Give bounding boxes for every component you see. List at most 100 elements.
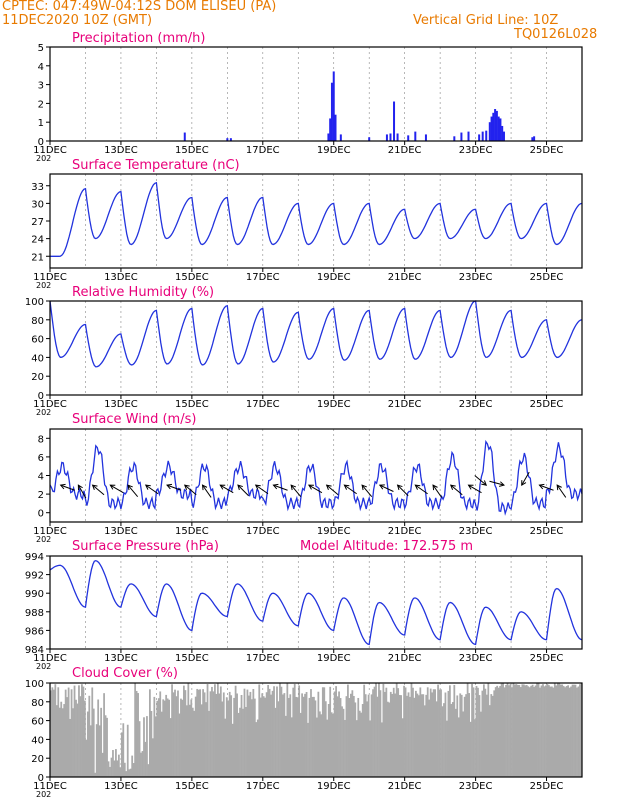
cloud-bar [258,684,261,777]
cloud-bar [500,683,503,777]
cloud-bar [525,685,528,777]
wind-arrow-head [127,484,133,491]
cloud-bar [518,685,521,777]
precip-bar [490,116,493,141]
cloud-bar [104,715,107,777]
cloud-bar [228,691,231,777]
cloud-bar [115,749,117,777]
cloud-bar [160,711,163,777]
x-tick-label: 19DEC [317,272,351,283]
cloud-bar [519,687,522,777]
cloud-bar [113,760,116,777]
cloud-bar [503,687,506,777]
cloud-bar [156,700,159,777]
y-tick-label: 988 [25,608,44,619]
wind-arrow [361,484,373,497]
cloud-bar [157,698,160,777]
cloud-bar [187,683,190,777]
y-tick-label: 0 [38,391,44,402]
cloud-bar [147,764,150,777]
y-tick-label: 33 [31,182,44,193]
cloud-bar [358,710,361,777]
cloud-bar [488,705,491,777]
pressure-title: Surface Pressure (hPa) [72,539,219,554]
cloud-bar [329,686,332,777]
x-tick-label: 15DEC [175,399,209,410]
y-tick-label: 100 [25,297,44,308]
cloud-bar [242,708,244,777]
cloud-bar [163,700,166,777]
cloud-bar [67,687,70,777]
cloud-bar [533,686,536,777]
cloud-bar [135,690,138,777]
cloud-bar [273,686,275,777]
cloud-bar [321,687,324,777]
cloud-bar [361,704,364,777]
cloud-bar [141,751,144,777]
cloud-bar [172,692,175,777]
cloud-bar [451,702,454,777]
cloud-bar [149,689,151,777]
cloud-bar [367,694,370,777]
precip-bar [339,134,342,141]
cloud-bar [576,687,578,777]
cloud-bar [462,711,465,777]
cloud-bar [185,705,188,777]
wind-arrow-head [109,484,116,490]
cloud-bar [166,698,169,777]
cloud-bar [290,717,293,777]
cloud-bar [243,688,246,777]
x-tick-label: 21DEC [388,526,422,537]
x-tick-label: 17DEC [246,145,280,156]
cloud-bar [259,697,262,777]
cloud-bar [224,718,227,777]
cloud-bar [165,694,168,777]
x-tick-label: 19DEC [317,145,351,156]
precip-bar [229,138,232,141]
cloud-bar [524,685,527,777]
cloud-bar [398,694,401,777]
axes-2: 0 20 40 60 80 100 11DEC 13DEC 15DEC 17DEC 19DEC 21D… [25,297,583,417]
cloud-bar [314,700,317,777]
wind-arrow [432,484,443,498]
wind-arrow-head [166,483,173,490]
cloud-bar [78,685,80,777]
wind-arrow-head [272,483,279,490]
cloud-bar [250,699,253,777]
humidity-title: Relative Humidity (%) [72,285,214,300]
cloud-bar [366,701,369,777]
cloud-bar [265,692,268,777]
x-tick-label: 19DEC [317,399,351,410]
cloud-bar [183,685,185,777]
x-tick-label: 23DEC [459,399,493,410]
wind-arrow [308,484,323,494]
cloud-bar [287,697,290,777]
wind-arrow [344,484,357,495]
y-tick-label: 1 [38,118,44,129]
cloud-bar [546,684,549,777]
year-stub: 202 [36,154,51,163]
cloud-bar [82,686,85,777]
plot-frame [49,173,583,269]
x-tick-label: 11DEC [33,526,67,537]
cloud-bar [406,695,408,777]
cloud-bar [354,702,357,777]
x-tick-label: 23DEC [459,526,493,537]
cloud-bar [505,684,507,777]
y-tick-label: 986 [25,626,44,637]
cloud-bar [341,706,343,777]
x-tick-label: 17DEC [246,399,280,410]
y-tick-label: 21 [31,252,44,263]
precip-bar [226,138,229,141]
cloud-bar [107,761,110,777]
x-tick-label: 13DEC [104,272,138,283]
y-tick-label: 80 [31,698,44,709]
cloud-bar [203,692,206,777]
cloud-bar [276,686,278,777]
cloud-bar [539,687,541,777]
cloud-bar [98,725,101,777]
x-tick-label: 11DEC [33,145,67,156]
cloud-bar [372,689,374,777]
cloud-bar [304,693,306,777]
cloud-bar [271,690,274,777]
